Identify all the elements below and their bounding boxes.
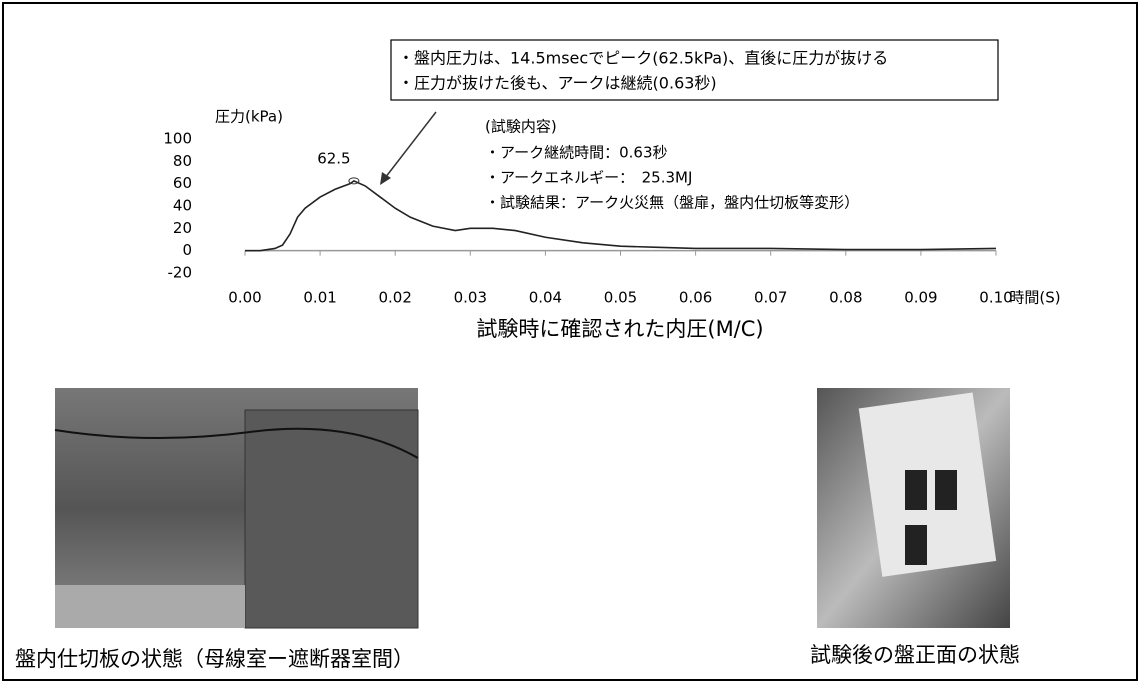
y-axis-label: 圧力(kPa) [215, 108, 283, 126]
photo-meter [905, 525, 927, 565]
y-tick-label: -20 [168, 264, 193, 282]
x-tick-label: 0.02 [378, 289, 411, 307]
photo-crack [54, 427, 419, 459]
x-axis-label: 時間(S) [1009, 289, 1060, 307]
x-tick-label: 0.04 [529, 289, 562, 307]
y-tick-label: 0 [182, 241, 192, 259]
photo-meter [935, 470, 957, 510]
photo-panel [244, 409, 419, 629]
photo-floor [55, 585, 245, 628]
arrow-head [380, 172, 391, 185]
chart-caption: 試験時に確認された内圧(M/C) [476, 317, 763, 341]
x-tick-label: 0.03 [454, 289, 487, 307]
x-tick-label: 0.01 [303, 289, 336, 307]
y-tick-label: 20 [173, 219, 192, 237]
photo-meter [905, 470, 927, 510]
photo-caption: 盤内仕切板の状態（母線室ー遮断器室間） [15, 647, 414, 671]
callout-box [390, 39, 999, 101]
peak-marker [348, 177, 360, 185]
plot: -20 0 20 40 60 80 100 0.00 0.01 0.02 0.03 0.04 0.05 0… [163, 130, 1012, 307]
callout-line: ・盤内圧力は、14.5msecでピーク(62.5kPa)、直後に圧力が抜ける [398, 49, 888, 68]
x-tick-label: 0.09 [904, 289, 937, 307]
photo-caption: 試験後の盤正面の状態 [810, 643, 1020, 667]
y-tick-label: 80 [173, 152, 192, 170]
test-line: ・アークエネルギー： 25.3MJ [485, 169, 692, 187]
y-tick-label: 40 [173, 197, 192, 215]
y-tick-label: 100 [163, 130, 192, 148]
x-tick-label: 0.00 [228, 289, 261, 307]
photo-door [858, 392, 997, 577]
test-title: (試験内容) [485, 118, 557, 136]
arrow [384, 111, 437, 179]
x-tick-label: 0.10 [979, 289, 1012, 307]
x-tick-label: 0.05 [604, 289, 637, 307]
test-line: ・試験結果：アーク火災無（盤扉，盤内仕切板等変形） [485, 194, 859, 212]
callout-line: ・圧力が抜けた後も、アークは継続(0.63秒) [398, 74, 717, 93]
pressure-line [245, 179, 997, 252]
test-line: ・アーク継続時間：0.63秒 [485, 144, 668, 162]
x-tick-label: 0.08 [829, 289, 862, 307]
x-tick-label: 0.07 [754, 289, 787, 307]
peak-label: 62.5 [317, 149, 350, 167]
y-tick-label: 60 [173, 174, 192, 192]
x-tick-label: 0.06 [679, 289, 712, 307]
